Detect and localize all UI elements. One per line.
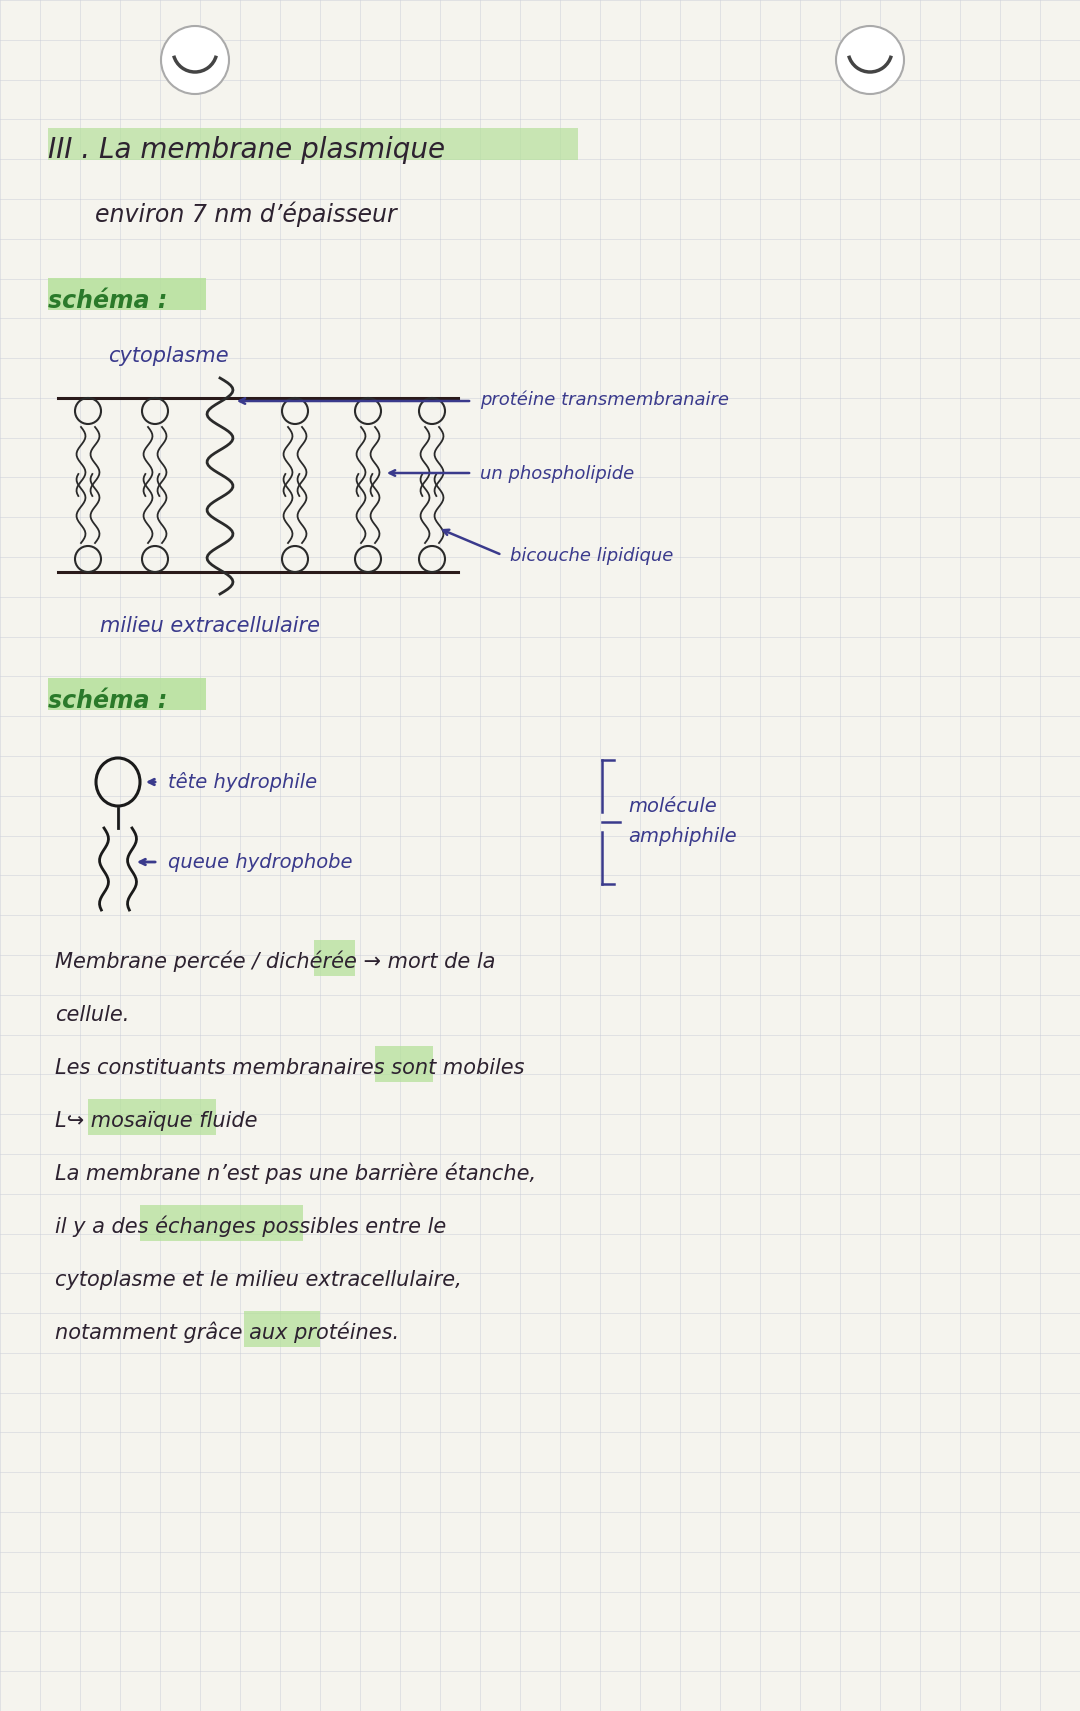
Text: amphiphile: amphiphile [627, 826, 737, 845]
Text: bicouche lipidique: bicouche lipidique [510, 548, 673, 565]
Text: Membrane percée / dichérée → mort de la: Membrane percée / dichérée → mort de la [55, 951, 496, 972]
Text: La membrane n’est pas une barrière étanche,: La membrane n’est pas une barrière étanc… [55, 1162, 536, 1184]
Circle shape [161, 26, 229, 94]
Text: milieu extracellulaire: milieu extracellulaire [100, 616, 320, 636]
FancyBboxPatch shape [48, 678, 206, 710]
Text: schéma :: schéma : [48, 690, 167, 713]
Text: cellule.: cellule. [55, 1004, 130, 1025]
Text: III . La membrane plasmique: III . La membrane plasmique [48, 135, 445, 164]
FancyBboxPatch shape [140, 1205, 302, 1240]
Text: un phospholipide: un phospholipide [480, 465, 634, 483]
FancyBboxPatch shape [87, 1098, 216, 1134]
Text: Les constituants membranaires sont mobiles: Les constituants membranaires sont mobil… [55, 1057, 525, 1078]
Text: queue hydrophobe: queue hydrophobe [168, 854, 352, 873]
Text: cytoplasme: cytoplasme [108, 346, 229, 366]
Text: il y a des échanges possibles entre le: il y a des échanges possibles entre le [55, 1215, 446, 1237]
FancyBboxPatch shape [244, 1311, 320, 1347]
FancyBboxPatch shape [314, 939, 355, 975]
Text: L↪ mosaïque fluide: L↪ mosaïque fluide [55, 1110, 257, 1131]
FancyBboxPatch shape [48, 128, 578, 161]
Text: protéine transmembranaire: protéine transmembranaire [480, 390, 729, 409]
Text: molécule: molécule [627, 797, 717, 816]
Circle shape [836, 26, 904, 94]
FancyBboxPatch shape [48, 277, 206, 310]
Text: cytoplasme et le milieu extracellulaire,: cytoplasme et le milieu extracellulaire, [55, 1270, 462, 1290]
Text: tête hydrophile: tête hydrophile [168, 772, 318, 792]
Text: schéma :: schéma : [48, 289, 167, 313]
Text: notamment grâce aux protéines.: notamment grâce aux protéines. [55, 1321, 400, 1343]
FancyBboxPatch shape [375, 1045, 433, 1081]
Text: environ 7 nm d’épaisseur: environ 7 nm d’épaisseur [95, 202, 396, 228]
